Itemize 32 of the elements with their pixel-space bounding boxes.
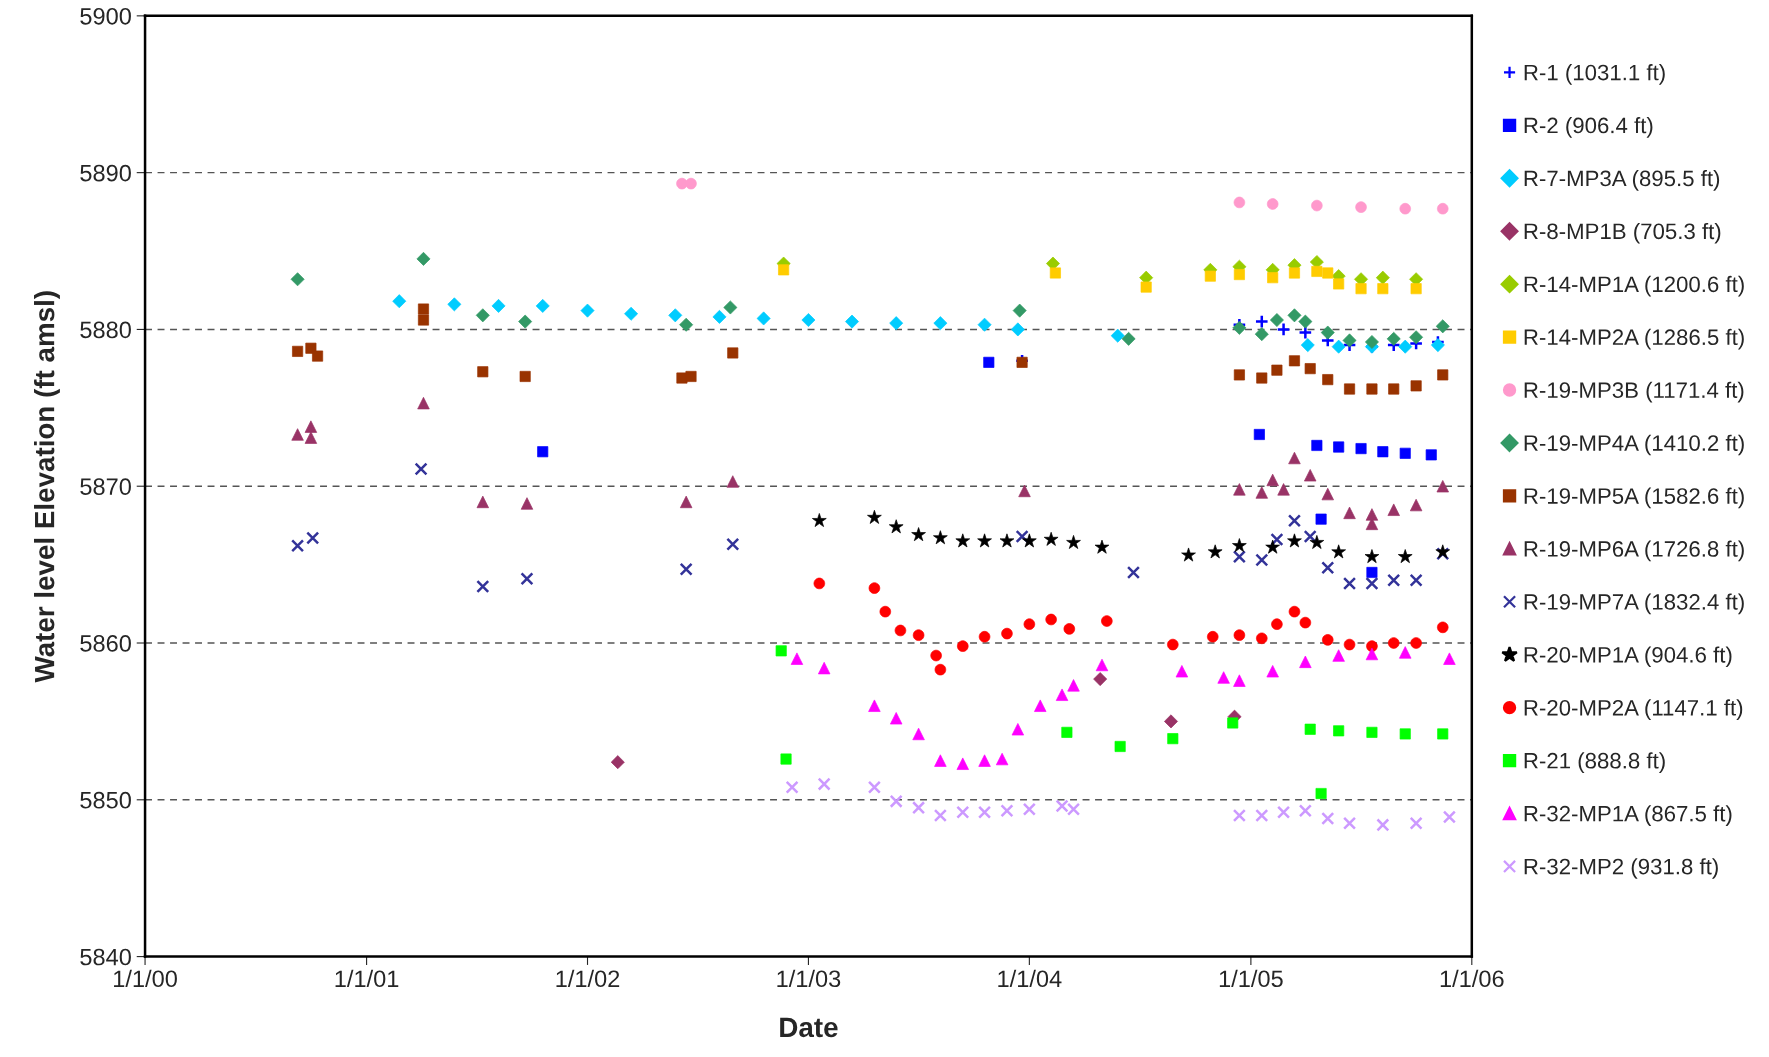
legend-label: R-14-MP1A (1200.6 ft): [1524, 275, 1744, 297]
x-tick-label: 1/1/00: [114, 969, 177, 988]
y-tick-label: 5860: [80, 635, 131, 652]
legend-label: R-19-MP7A (1832.4 ft): [1524, 593, 1744, 615]
x-tick-label: 1/1/01: [335, 969, 399, 988]
legend-label: R-21 (888.8 ft): [1524, 752, 1665, 773]
y-tick-label: 5880: [80, 321, 131, 339]
y-tick-label: 5840: [80, 948, 131, 966]
legend-label: R-20-MP2A (1147.1 ft): [1524, 699, 1743, 721]
legend-label: R-20-MP1A (904.6 ft): [1524, 646, 1732, 668]
x-tick-label: 1/1/02: [556, 969, 620, 988]
legend-label: R-7-MP3A (895.5 ft): [1524, 169, 1720, 191]
legend-label: R-2 (906.4 ft): [1524, 117, 1653, 138]
legend-label: R-19-MP6A (1726.8 ft): [1524, 540, 1744, 562]
legend-label: R-19-MP5A (1582.6 ft): [1524, 487, 1744, 509]
x-axis-title: Date: [780, 1017, 838, 1038]
x-tick-label: 1/1/04: [998, 969, 1062, 988]
y-axis-title: Water level Elevation (ft amsl): [34, 291, 60, 683]
legend-label: R-1 (1031.1 ft): [1524, 64, 1665, 85]
y-tick-label: 5850: [80, 791, 131, 809]
legend-label: R-32-MP1A (867.5 ft): [1524, 805, 1732, 826]
y-tick-label: 5890: [80, 164, 131, 182]
legend-label: R-32-MP2 (931.8 ft): [1524, 858, 1718, 879]
y-tick-label: 5870: [80, 478, 131, 496]
legend-label: R-14-MP2A (1286.5 ft): [1524, 328, 1744, 350]
legend-label: R-19-MP4A (1410.2 ft): [1524, 434, 1744, 456]
x-tick-label: 1/1/03: [777, 969, 841, 988]
x-tick-label: 1/1/06: [1440, 969, 1504, 988]
legend-label: R-19-MP3B (1171.4 ft): [1524, 381, 1744, 403]
y-tick-label: 5900: [80, 7, 131, 25]
x-tick-label: 1/1/05: [1219, 969, 1283, 988]
legend-label: R-8-MP1B (705.3 ft): [1524, 222, 1721, 244]
